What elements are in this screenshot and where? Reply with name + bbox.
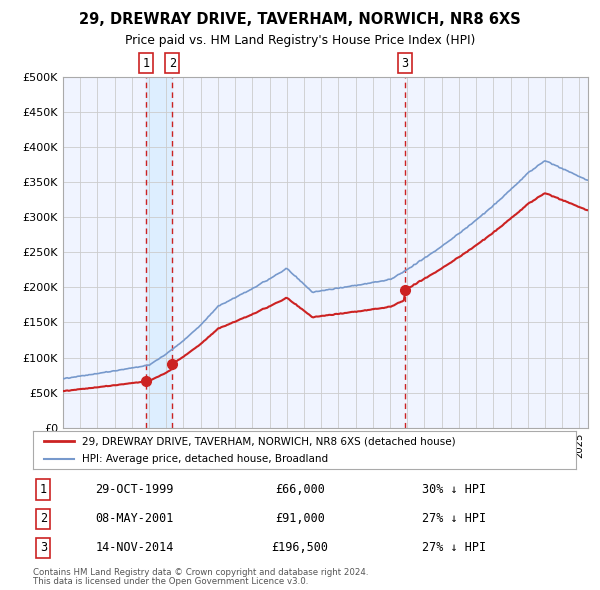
Text: 2: 2 [40, 512, 47, 525]
Text: 2: 2 [169, 57, 176, 70]
Text: 27% ↓ HPI: 27% ↓ HPI [422, 512, 487, 525]
Text: 29, DREWRAY DRIVE, TAVERHAM, NORWICH, NR8 6XS (detached house): 29, DREWRAY DRIVE, TAVERHAM, NORWICH, NR… [82, 437, 455, 447]
Text: 1: 1 [40, 483, 47, 496]
Text: 29, DREWRAY DRIVE, TAVERHAM, NORWICH, NR8 6XS: 29, DREWRAY DRIVE, TAVERHAM, NORWICH, NR… [79, 12, 521, 27]
Text: 30% ↓ HPI: 30% ↓ HPI [422, 483, 487, 496]
Text: This data is licensed under the Open Government Licence v3.0.: This data is licensed under the Open Gov… [33, 578, 308, 586]
Text: Contains HM Land Registry data © Crown copyright and database right 2024.: Contains HM Land Registry data © Crown c… [33, 568, 368, 577]
Text: 14-NOV-2014: 14-NOV-2014 [95, 542, 173, 555]
Bar [146, 77, 172, 428]
Text: 3: 3 [401, 57, 409, 70]
Text: £196,500: £196,500 [271, 542, 329, 555]
Text: 29-OCT-1999: 29-OCT-1999 [95, 483, 173, 496]
Text: £66,000: £66,000 [275, 483, 325, 496]
Text: £91,000: £91,000 [275, 512, 325, 525]
Text: 1: 1 [143, 57, 150, 70]
Text: Price paid vs. HM Land Registry's House Price Index (HPI): Price paid vs. HM Land Registry's House … [125, 34, 475, 47]
Text: 08-MAY-2001: 08-MAY-2001 [95, 512, 173, 525]
Text: HPI: Average price, detached house, Broadland: HPI: Average price, detached house, Broa… [82, 454, 328, 464]
Text: 27% ↓ HPI: 27% ↓ HPI [422, 542, 487, 555]
Text: 3: 3 [40, 542, 47, 555]
